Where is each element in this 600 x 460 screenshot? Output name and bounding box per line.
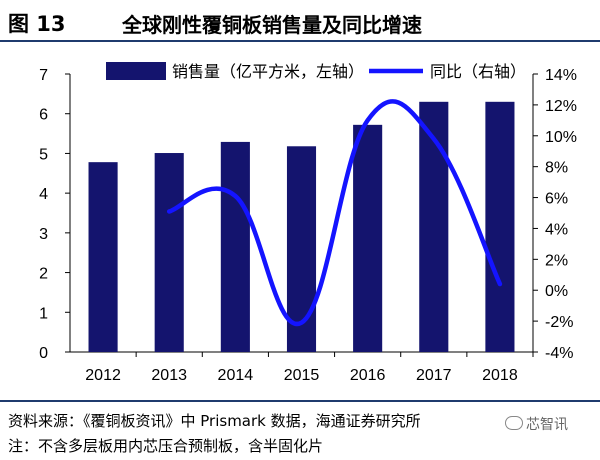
y-right-tick-label: 14%	[545, 67, 577, 84]
bar-2014	[221, 142, 250, 352]
y-left-tick-label: 3	[39, 226, 48, 243]
y-right-tick-label: 2%	[545, 252, 568, 269]
chart-title: 全球刚性覆铜板销售量及同比增速	[122, 9, 422, 38]
x-tick-label: 2018	[482, 367, 518, 384]
x-tick-label: 2012	[85, 367, 121, 384]
y-right-tick-label: 4%	[545, 221, 568, 238]
y-left-tick-label: 2	[39, 266, 48, 283]
legend-bar-swatch	[106, 62, 166, 80]
bar-2012	[89, 162, 118, 352]
line-series	[169, 101, 500, 324]
x-tick-label: 2015	[284, 367, 320, 384]
chart-area: 0 1 2 3 4 5 6 7 -4% -2% 0% 2% 4% 6% 8% 10% 12% 14% 2012 201…	[0, 44, 600, 400]
legend: 销售量（亿平方米，左轴） 同比（右轴）	[106, 62, 526, 81]
footnote: 注：不含多层板用内芯压合预制板，含半固化片	[8, 435, 323, 456]
legend-line-label: 同比（右轴）	[430, 62, 526, 81]
x-tick-label: 2014	[218, 367, 254, 384]
legend-bar-label: 销售量（亿平方米，左轴）	[172, 62, 364, 81]
y-right-tick-label: 10%	[545, 129, 577, 146]
y-right-tick-label: 6%	[545, 191, 568, 208]
yoy-growth-line	[169, 101, 500, 324]
x-tick-label: 2016	[350, 367, 386, 384]
figure-label: 图 13	[8, 8, 66, 38]
watermark: 芯智讯	[505, 414, 568, 434]
y-right-tick-label: 8%	[545, 160, 568, 177]
y-left-tick-label: 7	[39, 67, 48, 84]
y-left-tick-label: 4	[39, 186, 48, 203]
y-right-tick-label: 12%	[545, 98, 577, 115]
bar-2013	[155, 153, 184, 352]
y-left-tick-label: 5	[39, 146, 48, 163]
bar-2016	[353, 125, 382, 352]
bar-series	[89, 102, 515, 352]
x-tick-label: 2017	[416, 367, 452, 384]
source-note: 资料来源：《覆铜板资讯》中 Prismark 数据，海通证券研究所	[8, 410, 421, 431]
watermark-text: 芯智讯	[526, 417, 568, 433]
y-left-tick-label: 6	[39, 107, 48, 124]
y-right-tick-label: -4%	[545, 345, 573, 362]
y-right-tick-label: 0%	[545, 283, 568, 300]
wechat-icon	[505, 416, 523, 430]
x-tick-label: 2013	[151, 367, 187, 384]
figure-footer: 资料来源：《覆铜板资讯》中 Prismark 数据，海通证券研究所 注：不含多层…	[0, 400, 600, 460]
y-left-tick-label: 0	[39, 345, 48, 362]
bar-2018	[485, 102, 514, 352]
figure-header: 图 13 全球刚性覆铜板销售量及同比增速	[0, 0, 600, 42]
y-right-tick-label: -2%	[545, 314, 573, 331]
y-left-tick-label: 1	[39, 305, 48, 322]
